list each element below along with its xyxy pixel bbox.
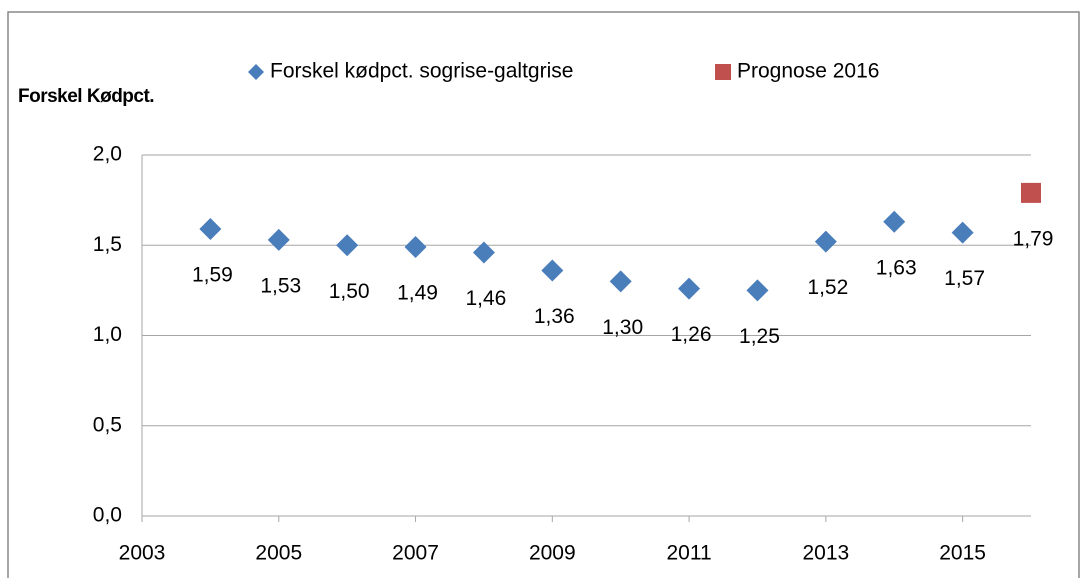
data-label: 1,30	[602, 316, 643, 339]
x-tick-label: 2005	[255, 542, 302, 565]
x-tick-label: 2015	[939, 542, 986, 565]
data-label: 1,53	[260, 274, 301, 297]
legend-marker	[248, 64, 264, 80]
point	[814, 230, 837, 253]
point	[678, 277, 701, 300]
data-label: 1,52	[807, 276, 848, 299]
point	[336, 234, 359, 257]
point	[951, 221, 974, 244]
legend-label: Prognose 2016	[737, 60, 879, 83]
data-label: 1,57	[944, 267, 985, 290]
data-label: 1,63	[876, 256, 917, 279]
data-label: 1,59	[192, 264, 233, 287]
point	[199, 218, 222, 241]
legend-label: Forskel kødpct. sogrise-galtgrise	[270, 60, 573, 83]
y-tick-label: 1,0	[93, 323, 122, 346]
x-tick-label: 2007	[392, 542, 439, 565]
y-axis-label: Forskel Kødpct.	[18, 86, 154, 107]
y-tick-label: 0,0	[93, 504, 122, 527]
point	[746, 279, 769, 302]
x-tick-label: 2013	[802, 542, 849, 565]
point	[267, 228, 290, 251]
y-tick-label: 2,0	[93, 143, 122, 166]
data-label: 1,50	[329, 280, 370, 303]
x-tick-label: 2009	[529, 542, 576, 565]
point	[1021, 182, 1041, 203]
data-label: 1,46	[465, 287, 506, 310]
point	[609, 270, 632, 293]
x-tick-label: 2011	[666, 542, 711, 565]
x-tick-label: 2003	[119, 542, 166, 565]
point	[404, 236, 427, 259]
chart-frame	[7, 11, 1080, 578]
legend-marker	[715, 64, 731, 80]
y-tick-label: 0,5	[93, 413, 122, 436]
y-tick-label: 1,5	[93, 233, 122, 256]
point	[541, 259, 564, 282]
data-label: 1,79	[1013, 227, 1054, 250]
data-label: 1,36	[534, 305, 575, 328]
point	[472, 241, 495, 264]
data-label: 1,25	[739, 325, 780, 348]
point	[883, 210, 906, 233]
data-label: 1,26	[671, 323, 712, 346]
data-label: 1,49	[397, 282, 438, 305]
